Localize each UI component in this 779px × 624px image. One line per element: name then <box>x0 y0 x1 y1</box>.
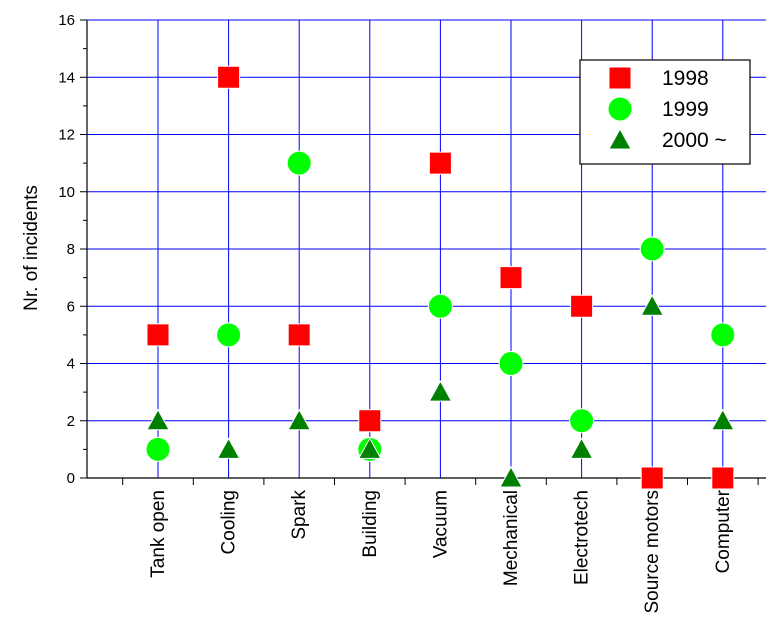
category-label: Computer <box>713 489 734 573</box>
category-label: Building <box>360 490 381 558</box>
point-circle <box>145 436 171 462</box>
point-triangle <box>216 437 241 459</box>
point-triangle <box>428 380 453 402</box>
y-tick-label: 2 <box>67 413 75 430</box>
y-tick-label: 4 <box>67 356 75 373</box>
y-tick-label: 0 <box>67 470 75 487</box>
point-circle <box>216 322 242 348</box>
point-triangle <box>357 437 382 459</box>
category-labels: Tank open Cooling Spark Building Vacuum Mecha… <box>122 478 759 614</box>
point-circle <box>569 408 595 434</box>
category-label: Cooling <box>219 490 240 554</box>
point-triangle <box>287 408 312 431</box>
legend-label: 1998 <box>662 67 709 90</box>
point-circle <box>710 322 736 348</box>
point-triangle <box>499 465 523 488</box>
grid <box>87 19 766 478</box>
y-tick-label: 16 <box>58 12 75 29</box>
y-tick-label: 6 <box>67 298 75 315</box>
point-circle <box>286 150 312 176</box>
y-tick-label: 12 <box>58 127 75 144</box>
category-label: Source motors <box>642 490 663 614</box>
point-square <box>428 151 452 175</box>
legend-marker <box>607 96 633 122</box>
legend-marker <box>608 127 632 150</box>
y-tick-label: 8 <box>67 241 75 258</box>
legend-label: 1999 <box>662 98 709 121</box>
category-label: Spark <box>289 490 310 540</box>
point-square <box>640 466 664 490</box>
point-circle <box>639 236 665 262</box>
category-label: Electrotech <box>572 490 593 585</box>
point-square <box>499 266 523 290</box>
point-triangle <box>569 437 594 459</box>
point-square <box>146 323 170 347</box>
legend-marker <box>608 66 632 90</box>
point-square <box>358 409 382 433</box>
y-ticks: 0 2 4 6 8 10 12 14 16 <box>58 12 87 487</box>
point-square <box>570 294 594 318</box>
y-tick-label: 14 <box>58 69 75 86</box>
point-triangle <box>146 408 170 431</box>
point-circle <box>498 351 524 376</box>
category-label: Vacuum <box>430 490 451 558</box>
point-triangle <box>710 408 735 431</box>
point-triangle <box>640 294 665 316</box>
point-square <box>217 65 241 89</box>
y-tick-label: 10 <box>58 184 75 201</box>
data-marks <box>145 65 736 490</box>
point-square <box>287 323 311 347</box>
category-label: Mechanical <box>501 490 522 586</box>
point-circle <box>427 293 453 319</box>
y-axis-title: Nr. of incidents <box>21 185 42 311</box>
category-label: Tank open <box>148 490 169 578</box>
legend: 1998 1999 2000 ~ <box>579 59 751 165</box>
point-square <box>711 466 735 490</box>
legend-label: 2000 ~ <box>662 129 727 152</box>
